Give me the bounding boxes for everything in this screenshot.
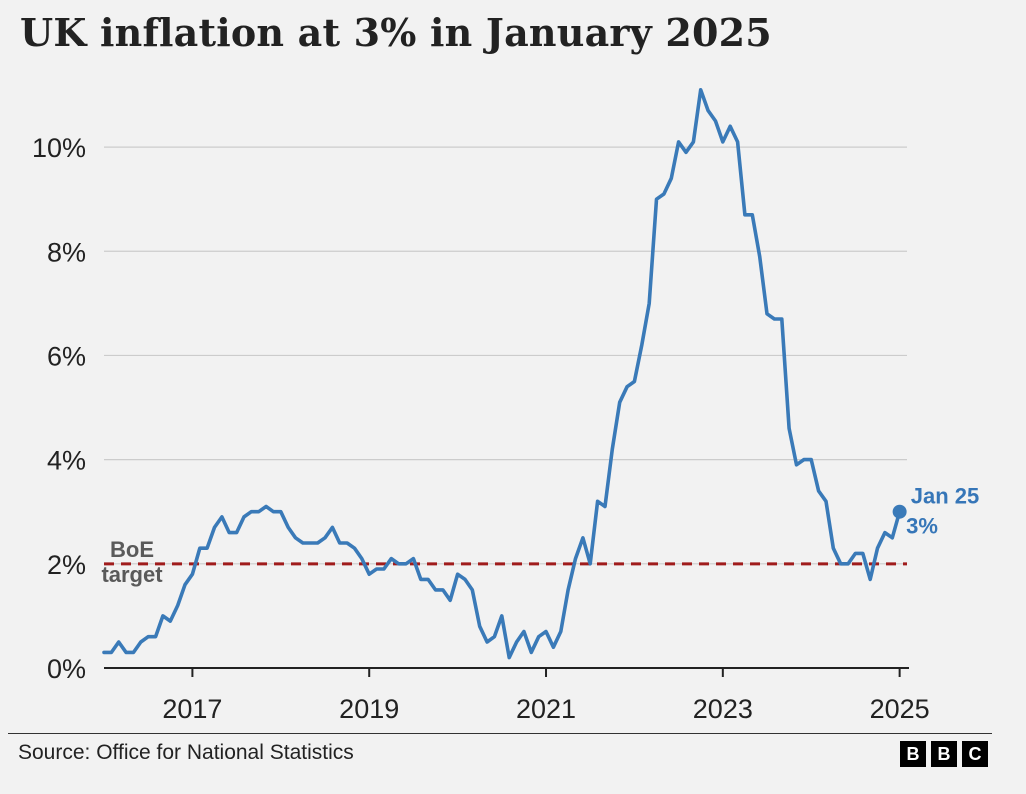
gridlines: [104, 146, 907, 565]
line-chart: 0% 2% 4% 6% 8% 10% BoE target 2017 2019 2021 2023…: [32, 88, 979, 724]
y-tick-label-4: 4%: [47, 446, 86, 476]
x-tick-label-2021: 2021: [516, 694, 576, 724]
latest-point-label: Jan 25 3%: [906, 484, 979, 539]
x-tick-label-2017: 2017: [162, 694, 222, 724]
series-layer: [102, 88, 902, 660]
y-axis-tick-labels: 0% 2% 4% 6% 8% 10%: [32, 133, 86, 684]
source-note: Source: Office for National Statistics: [18, 741, 354, 764]
y-tick-label-0: 0%: [47, 654, 86, 684]
x-tick-label-2023: 2023: [693, 694, 753, 724]
boe-target-reference: BoE target: [101, 537, 907, 587]
y-tick-label-8: 8%: [47, 237, 86, 267]
x-tick-label-2025: 2025: [870, 694, 930, 724]
logo-letter-c: C: [962, 741, 988, 767]
footer-divider: [8, 733, 992, 734]
x-axis: 2017 2019 2021 2023 2025: [104, 667, 930, 724]
boe-target-label: BoE target: [101, 537, 163, 587]
y-tick-label-10: 10%: [32, 133, 86, 163]
x-tick-label-2019: 2019: [339, 694, 399, 724]
inflation-series-line: [102, 88, 902, 660]
y-tick-label-6: 6%: [47, 341, 86, 371]
logo-letter-b2: B: [931, 741, 957, 767]
latest-annotation: Jan 25 3%: [892, 484, 979, 539]
y-tick-label-2: 2%: [47, 550, 86, 580]
chart-title: UK inflation at 3% in January 2025: [20, 10, 772, 55]
logo-letter-b1: B: [900, 741, 926, 767]
latest-point-marker: [892, 504, 907, 519]
bbc-logo: B B C: [900, 741, 988, 767]
